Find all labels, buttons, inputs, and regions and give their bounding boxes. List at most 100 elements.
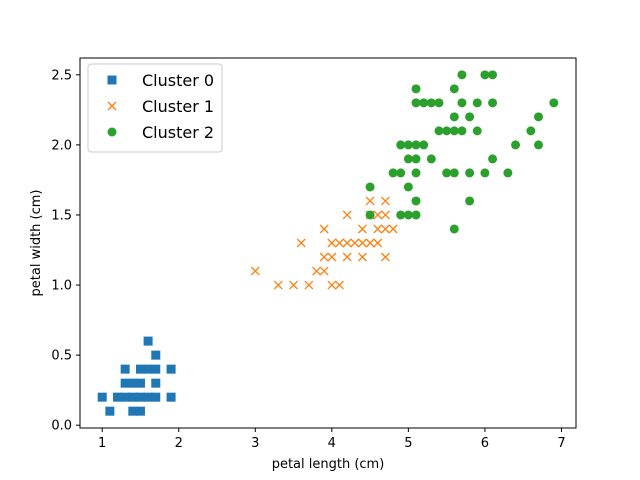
point-cluster-2 [426,98,436,108]
x-tick-label: 3 [251,436,259,451]
legend-marker-cluster-1 [107,101,117,111]
point-cluster-2 [511,140,521,150]
y-tick-label: 0.0 [51,419,72,434]
point-cluster-2 [449,224,459,234]
point-cluster-1 [319,266,329,276]
point-cluster-2 [411,154,421,164]
x-tick-label: 1 [98,436,106,451]
y-axis-ticks: 0.0 0.5 1.0 1.5 2.0 2.5 [51,68,80,434]
point-cluster-2 [488,98,498,108]
point-cluster-0 [143,392,153,402]
legend: Cluster 0 Cluster 1 Cluster 2 [87,63,223,153]
point-cluster-0 [151,392,161,402]
point-cluster-2 [403,154,413,164]
point-cluster-1 [357,252,367,262]
point-cluster-1 [327,280,337,290]
point-cluster-2 [411,84,421,94]
point-cluster-2 [442,126,452,136]
point-cluster-2 [488,154,498,164]
point-cluster-2 [365,210,375,220]
point-cluster-0 [120,392,130,402]
point-cluster-1 [388,224,398,234]
point-cluster-0 [135,392,145,402]
point-cluster-2 [411,98,421,108]
legend-marker-cluster-2 [107,127,117,137]
point-cluster-0 [113,392,123,402]
point-cluster-2 [533,112,543,122]
x-tick-label: 7 [557,436,565,451]
legend-box [87,63,223,153]
point-cluster-1 [342,238,352,248]
point-cluster-0 [135,406,145,416]
point-cluster-1 [357,224,367,234]
y-tick-label: 1.0 [51,279,72,294]
point-cluster-1 [273,280,283,290]
point-cluster-1 [250,266,260,276]
point-cluster-0 [166,392,176,402]
point-cluster-2 [465,168,475,178]
point-cluster-1 [335,238,344,248]
point-cluster-2 [472,126,482,136]
series-cluster-1 [250,196,398,290]
point-cluster-2 [403,182,413,192]
point-cluster-1 [380,224,390,234]
point-cluster-1 [380,210,390,220]
point-cluster-0 [128,378,138,388]
series-cluster-0 [97,336,176,416]
point-cluster-0 [128,406,138,416]
point-cluster-2 [488,70,498,80]
point-cluster-1 [342,210,352,220]
point-cluster-0 [143,336,153,346]
point-cluster-2 [480,168,490,178]
point-cluster-1 [365,196,375,206]
point-cluster-2 [396,210,406,220]
point-cluster-2 [403,140,413,150]
point-cluster-1 [373,224,383,234]
point-cluster-2 [411,210,421,220]
point-cluster-2 [396,140,406,150]
point-cluster-2 [396,168,406,178]
point-cluster-1 [380,196,390,206]
plot-frame [79,57,577,429]
point-cluster-2 [411,168,421,178]
point-cluster-1 [312,266,321,276]
point-cluster-2 [449,112,459,122]
point-cluster-0 [97,392,107,402]
y-tick-label: 0.5 [51,349,72,364]
point-cluster-2 [472,98,482,108]
point-cluster-2 [411,196,421,206]
point-cluster-0 [151,378,161,388]
legend-label-cluster-1: Cluster 1 [142,97,214,116]
point-cluster-0 [151,364,161,374]
x-tick-label: 5 [404,436,412,451]
point-cluster-0 [143,364,153,374]
point-cluster-2 [533,140,543,150]
legend-label-cluster-2: Cluster 2 [142,123,214,142]
point-cluster-1 [296,238,306,248]
point-cluster-1 [319,224,329,234]
point-cluster-0 [135,378,145,388]
point-cluster-2 [457,98,467,108]
point-cluster-2 [526,126,536,136]
point-cluster-2 [365,182,375,192]
point-cluster-1 [373,210,383,220]
point-cluster-2 [403,210,413,220]
point-cluster-2 [503,168,513,178]
point-cluster-2 [411,140,421,150]
point-cluster-2 [465,112,475,122]
point-cluster-1 [327,252,337,262]
point-cluster-0 [166,364,176,374]
point-cluster-0 [120,378,130,388]
point-cluster-2 [549,98,559,108]
point-cluster-2 [442,168,452,178]
point-cluster-2 [457,126,467,136]
point-cluster-1 [357,238,367,248]
point-cluster-0 [105,406,115,416]
y-tick-label: 2.5 [51,68,72,83]
point-cluster-2 [388,168,398,178]
point-cluster-0 [151,350,161,360]
point-cluster-1 [365,238,375,248]
point-cluster-1 [373,238,383,248]
point-cluster-2 [449,126,459,136]
